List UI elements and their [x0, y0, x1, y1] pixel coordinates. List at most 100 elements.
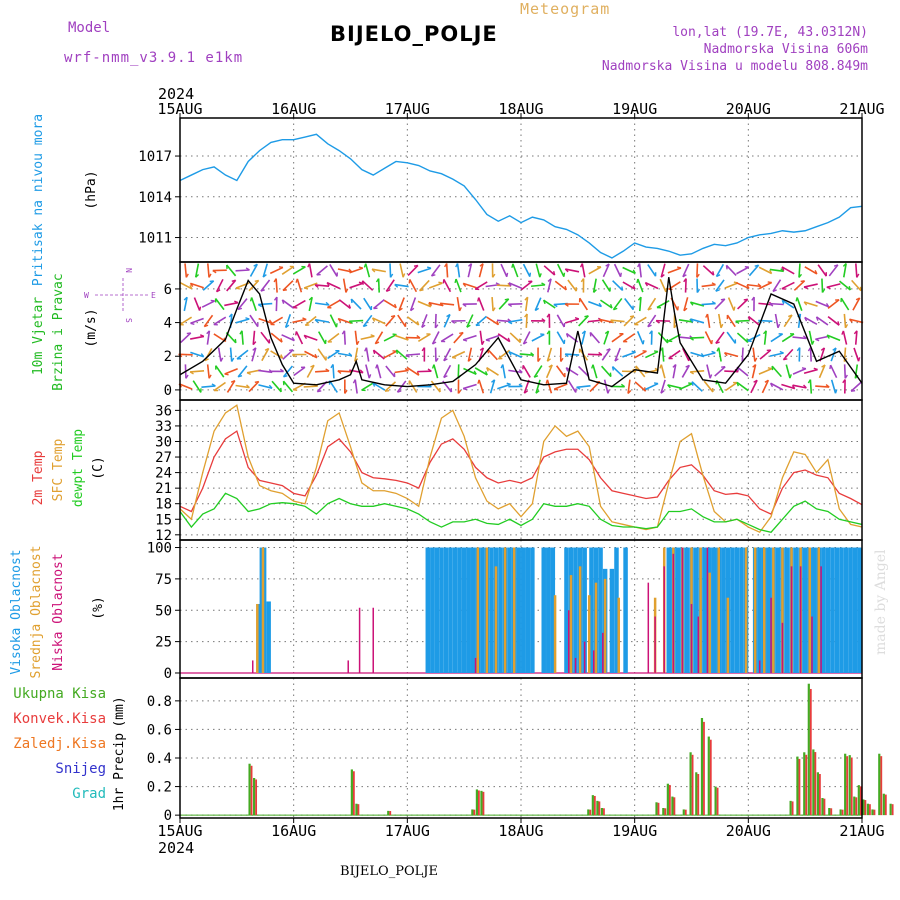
- wind-arrow-head: [375, 278, 380, 283]
- precip-total-bar: [671, 796, 674, 816]
- wind-arrow: [332, 364, 335, 379]
- wind-arrow: [417, 267, 432, 274]
- wind-arrow-head: [832, 347, 837, 351]
- cloud-high-bar: [521, 547, 526, 673]
- wind-arrow-head: [685, 364, 690, 368]
- wind-arrow-head: [754, 264, 759, 267]
- wind-arrow: [406, 316, 420, 326]
- wind-arrow: [715, 331, 725, 344]
- wind-arrow-head: [249, 297, 253, 302]
- wind-arrow-head: [564, 303, 569, 307]
- wind-arrow: [769, 352, 784, 357]
- precip-total-bar: [355, 803, 358, 816]
- wind-arrow: [792, 336, 807, 340]
- wind-arrow-head: [435, 357, 439, 362]
- wind-arrow-head: [416, 334, 421, 339]
- wind-arrow: [781, 383, 796, 390]
- cloud-high-bar: [573, 547, 578, 673]
- ytick-label: 0: [164, 808, 172, 824]
- wind-arrow-head: [803, 301, 808, 306]
- wind-arrow: [567, 380, 577, 393]
- wind-arrow: [178, 383, 193, 390]
- wind-arrow: [851, 279, 862, 292]
- wind-arrow-head: [581, 330, 586, 335]
- cloud-low-bar: [647, 582, 650, 673]
- wind-arrow-head: [189, 371, 194, 375]
- wind-arrow: [519, 353, 534, 356]
- wind-arrow: [296, 278, 303, 293]
- wind-arrow-head: [350, 298, 353, 304]
- wind-arrow-head: [637, 296, 642, 301]
- wind-arrow-head: [547, 278, 552, 282]
- wind-arrow: [456, 297, 461, 312]
- cloud-high-bar: [425, 547, 431, 673]
- wind-arrow-head: [632, 285, 636, 290]
- temp-sfc-line: [179, 404, 863, 534]
- wind-arrow: [271, 380, 282, 393]
- wind-arrow-head: [781, 266, 785, 271]
- wind-arrow: [508, 351, 523, 359]
- wind-arrow: [445, 263, 449, 278]
- compass-west-label: W: [84, 291, 89, 300]
- wind-arrow-head: [283, 375, 288, 378]
- wind-arrow-head: [856, 273, 860, 278]
- precip-conv-bar: [809, 688, 812, 816]
- wind-arrow: [213, 381, 226, 392]
- wind-arrow: [327, 332, 340, 343]
- precip-conv-bar: [823, 798, 826, 816]
- wind-arrow: [501, 364, 506, 379]
- wind-arrow-head: [644, 282, 649, 287]
- cloud-high-ylabel: Visoka Oblacnost: [9, 549, 24, 674]
- wind-arrow-head: [397, 390, 402, 393]
- legend-snow: Snijeg: [55, 761, 106, 777]
- wind-arrow: [854, 330, 858, 345]
- wind-arrow-head: [302, 317, 307, 321]
- wind-arrow: [647, 264, 657, 277]
- wind-arrow-head: [183, 296, 188, 301]
- wind-arrow: [850, 381, 863, 392]
- wind-arrow-head: [546, 313, 550, 318]
- wind-arrow-head: [524, 313, 528, 318]
- wind-arrow-head: [209, 280, 214, 283]
- wind-arrow-head: [204, 358, 209, 362]
- wind-arrow-head: [511, 263, 514, 268]
- wind-arrow: [235, 318, 250, 324]
- wind-arrow: [684, 278, 687, 293]
- wind-arrow-head: [529, 272, 532, 277]
- wind-arrow: [588, 300, 602, 308]
- wind-arrow: [578, 315, 589, 327]
- wind-arrow-head: [413, 264, 419, 267]
- wind-arrow-head: [446, 313, 451, 318]
- wind-arrow-head: [372, 382, 376, 387]
- wind-arrow-head: [796, 347, 801, 352]
- wind-arrow: [395, 349, 408, 360]
- wind-arrow-head: [821, 288, 826, 293]
- wind-arrow: [727, 297, 735, 311]
- wind-arrow: [601, 348, 611, 361]
- wind-arrow: [804, 266, 818, 275]
- wind-arrow: [803, 283, 818, 288]
- wind-arrow-head: [814, 270, 818, 275]
- ytick-label: 4: [164, 316, 172, 332]
- wind-arrow-head: [477, 297, 480, 302]
- wind-arrow: [808, 330, 814, 345]
- wind-arrow-head: [260, 289, 265, 292]
- wind-arrow: [194, 263, 200, 278]
- wind-arrow-head: [495, 282, 500, 286]
- wind-arrow: [349, 319, 364, 323]
- wind-arrow: [682, 263, 690, 278]
- wind-arrow-head: [278, 266, 284, 269]
- wind-arrow: [682, 347, 690, 362]
- wind-arrow-head: [653, 382, 659, 385]
- wind-arrow: [647, 297, 657, 311]
- pressure-ylabel: Pritisak na nivou mora: [31, 114, 46, 286]
- cloud-unit: (%): [91, 596, 106, 619]
- precip-total-bar: [596, 800, 599, 816]
- cloud-mid-bar: [753, 547, 757, 673]
- wind-arrow-head: [341, 330, 346, 335]
- ytick-label: 0.6: [147, 722, 172, 738]
- wind-arrow-head: [326, 282, 330, 287]
- wind-arrow: [522, 263, 531, 278]
- cloud-high-bar: [684, 547, 690, 673]
- wind-arrow: [592, 364, 598, 379]
